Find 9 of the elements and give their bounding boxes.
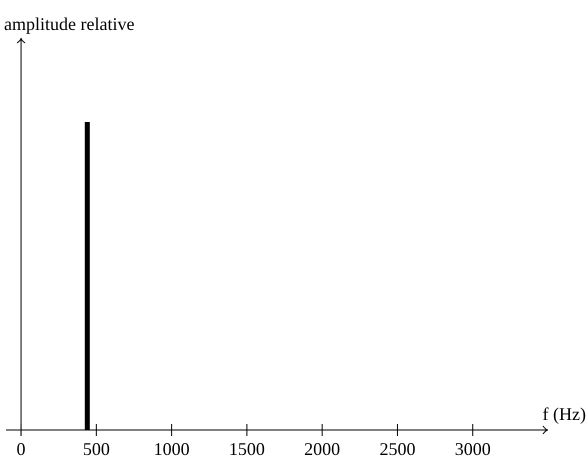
x-tick-label: 500 [82,439,110,459]
x-tick-label: 0 [16,439,26,459]
y-axis-title: amplitude relative [4,14,135,34]
x-tick-label: 1500 [228,439,265,459]
x-tick-label: 1000 [154,439,190,459]
x-axis-title: f (Hz) [542,404,586,424]
x-tick-label: 2000 [304,439,340,459]
x-tick-label: 3000 [454,439,491,459]
x-tick-label: 2500 [379,439,416,459]
